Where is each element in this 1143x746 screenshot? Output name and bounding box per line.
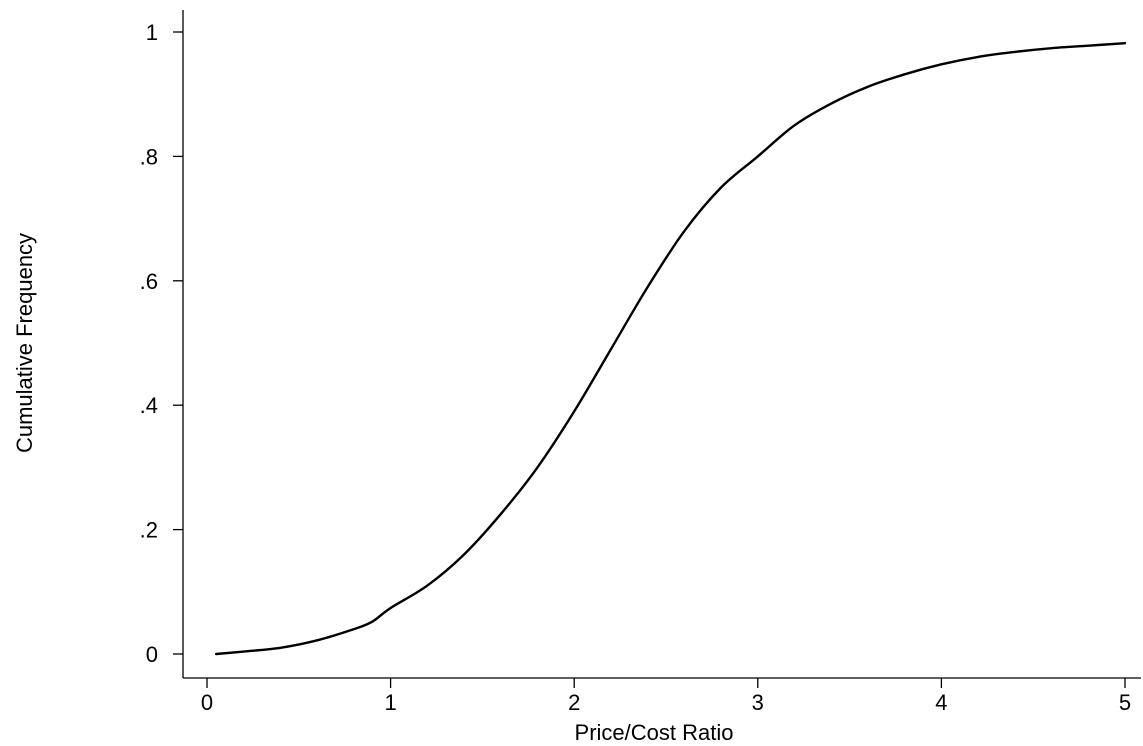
x-tick-label: 2 (568, 690, 580, 715)
x-tick-label: 4 (935, 690, 947, 715)
y-axis-title: Cumulative Frequency (12, 233, 37, 453)
x-tick-label: 0 (201, 690, 213, 715)
y-tick-label: .6 (140, 269, 158, 294)
x-tick-label: 3 (752, 690, 764, 715)
y-tick-label: 0 (146, 642, 158, 667)
cumulative-frequency-line (214, 42, 1127, 656)
x-axis-title: Price/Cost Ratio (575, 720, 734, 745)
ticks: 0 .2 .4 .6 .8 1 0 1 2 3 4 5 (140, 20, 1131, 715)
y-tick-label: .4 (140, 393, 158, 418)
x-tick-label: 1 (384, 690, 396, 715)
y-tick-label: .2 (140, 518, 158, 543)
y-tick-label: .8 (140, 144, 158, 169)
plot-area (214, 42, 1127, 656)
x-tick-label: 5 (1119, 690, 1131, 715)
axes (182, 10, 1141, 679)
y-tick-label: 1 (146, 20, 158, 45)
